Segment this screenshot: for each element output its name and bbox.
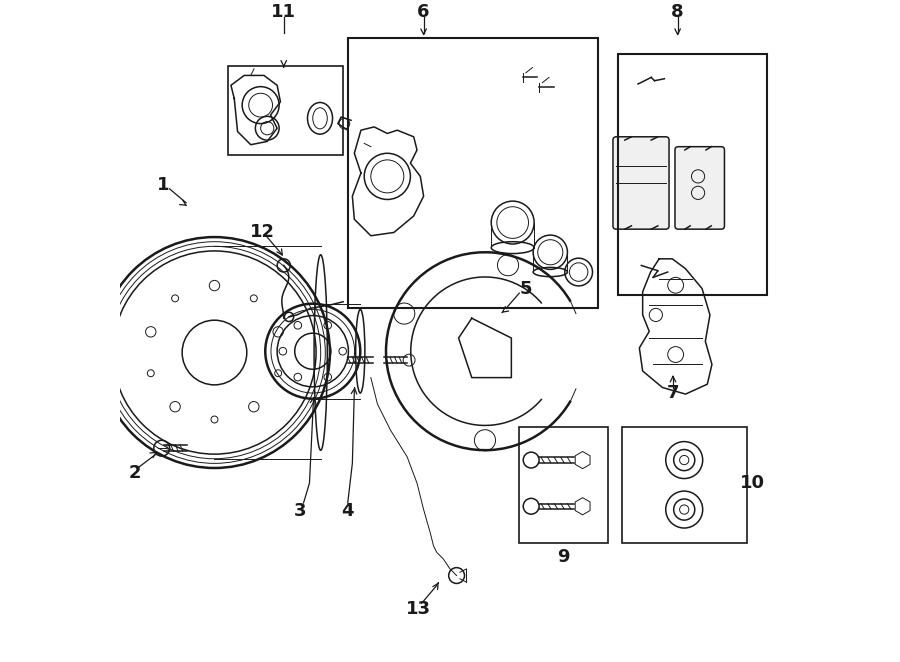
Text: 13: 13 <box>406 600 431 618</box>
Text: 11: 11 <box>271 3 296 21</box>
Text: 10: 10 <box>740 474 765 492</box>
Text: 7: 7 <box>667 385 680 402</box>
Text: 5: 5 <box>519 280 532 298</box>
Text: 8: 8 <box>671 3 684 21</box>
Bar <box>519 427 608 543</box>
Text: 2: 2 <box>129 463 141 482</box>
Bar <box>228 66 343 155</box>
FancyBboxPatch shape <box>613 137 669 229</box>
Text: 4: 4 <box>341 502 354 520</box>
Bar <box>618 54 767 295</box>
FancyBboxPatch shape <box>675 147 724 229</box>
Bar <box>347 38 598 308</box>
Text: 6: 6 <box>418 3 430 21</box>
Text: 1: 1 <box>157 176 169 194</box>
Text: 3: 3 <box>293 502 306 520</box>
Text: 12: 12 <box>250 224 275 242</box>
Text: 9: 9 <box>557 548 570 566</box>
Bar <box>622 427 747 543</box>
